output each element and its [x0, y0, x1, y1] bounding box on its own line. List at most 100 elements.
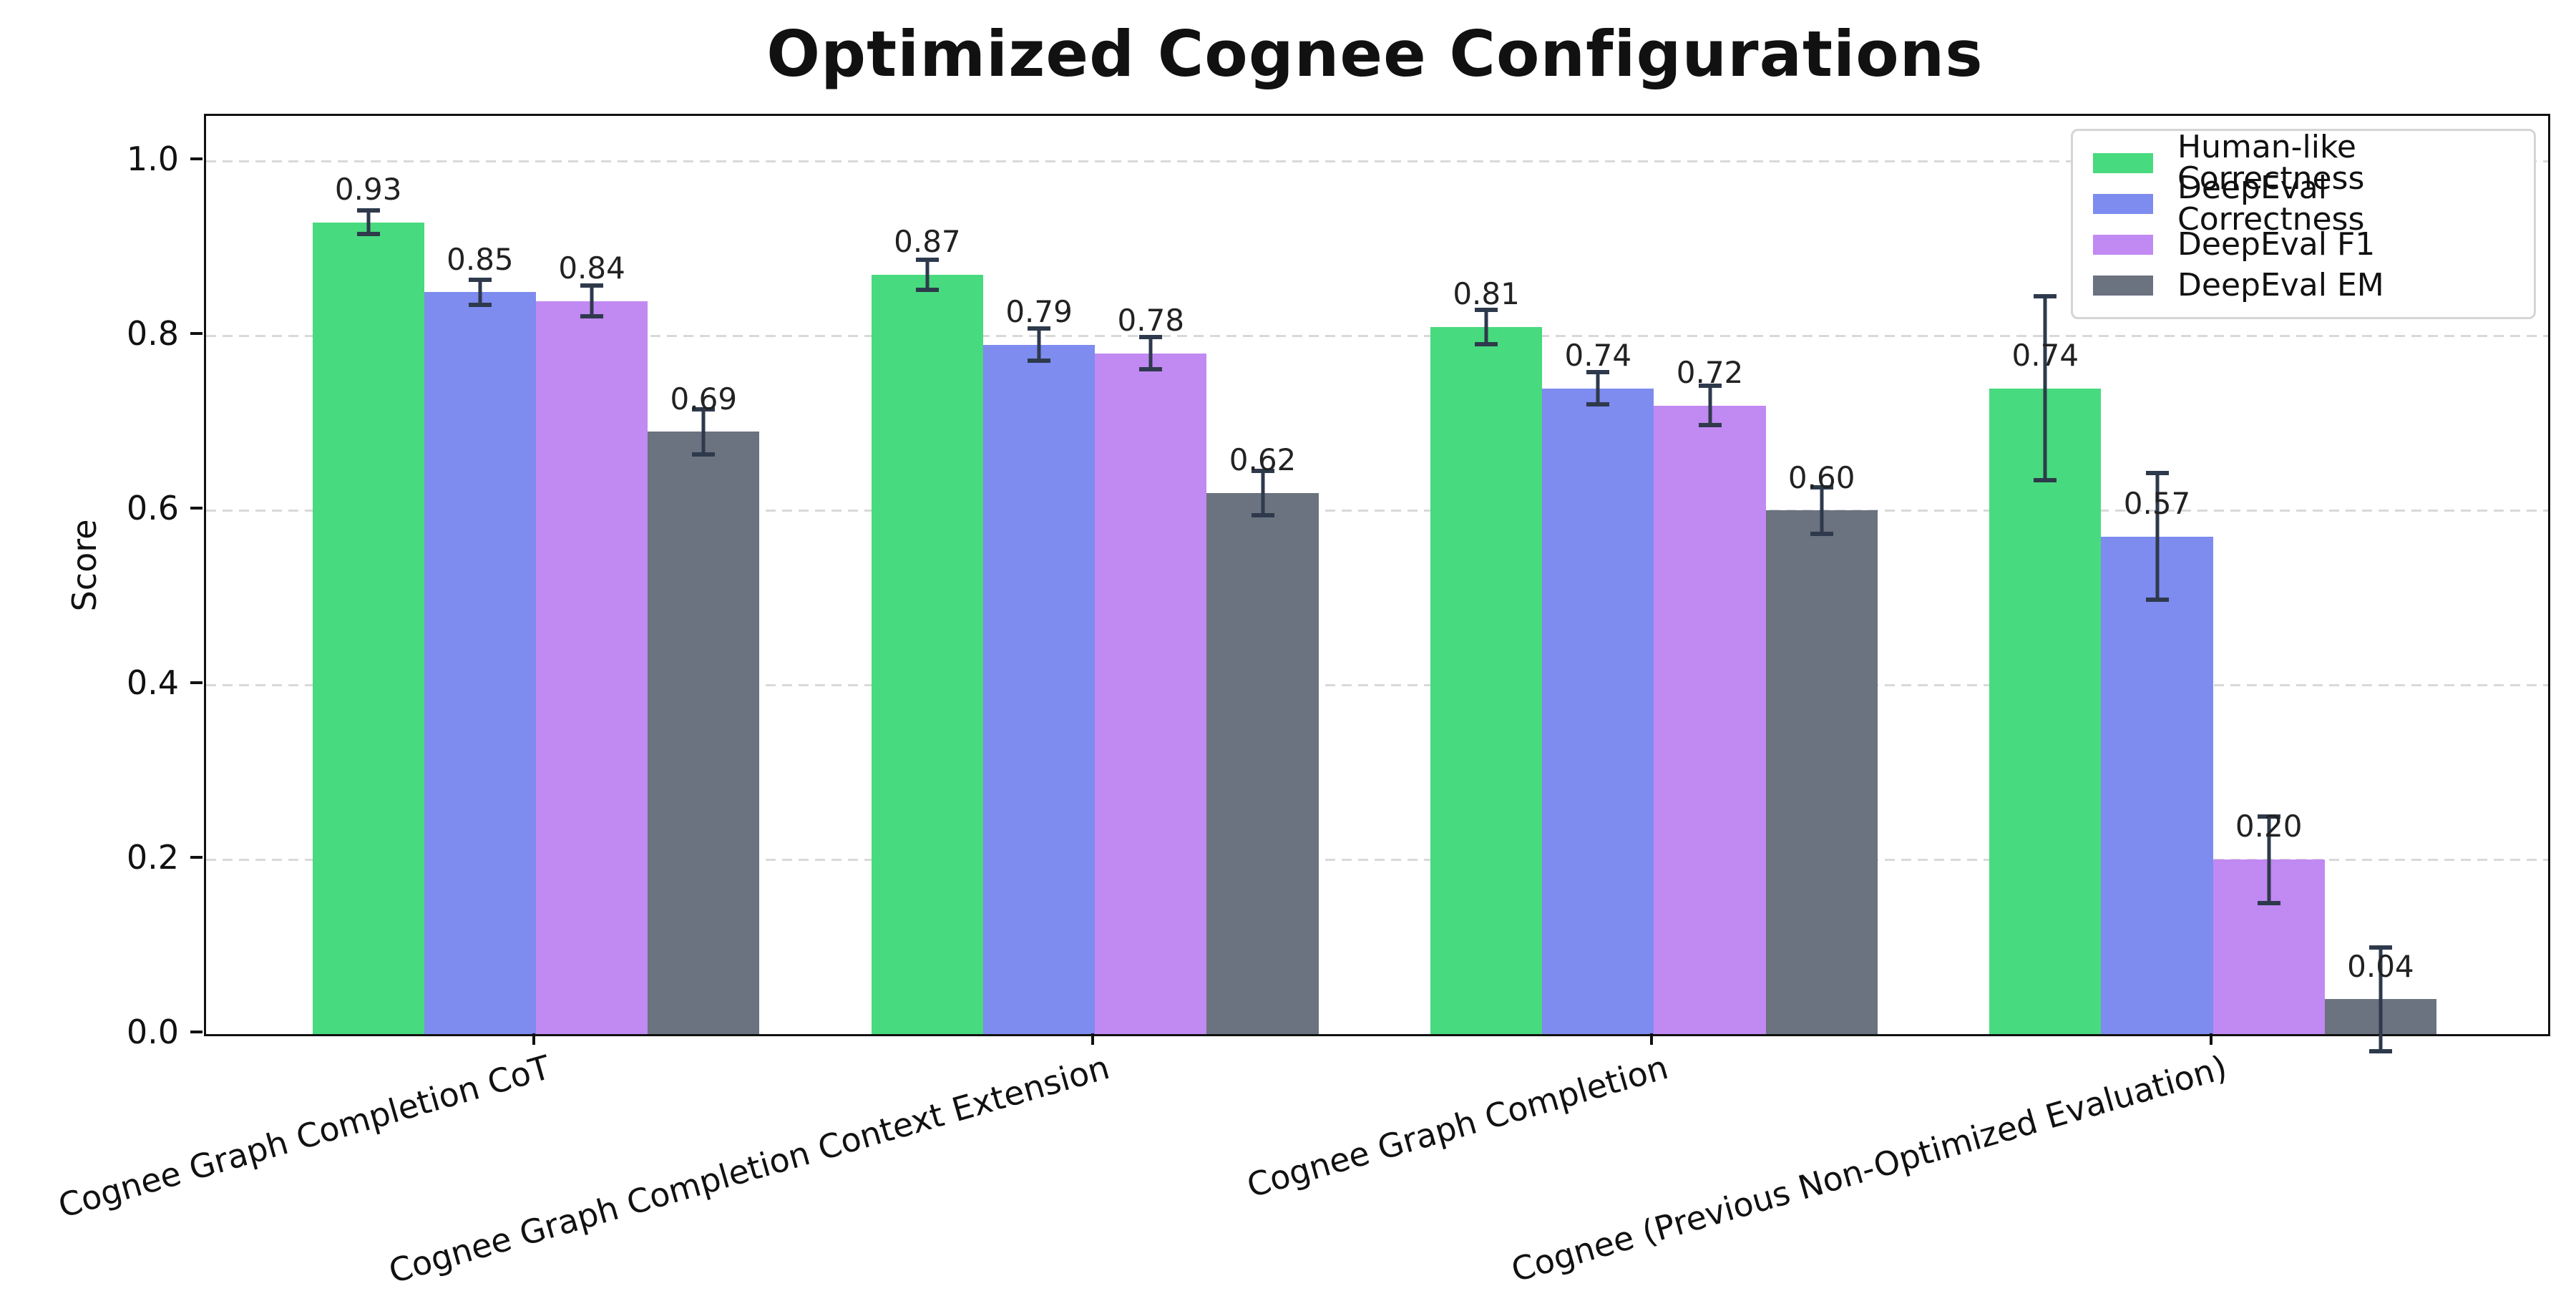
- legend-swatch: [2093, 234, 2153, 255]
- error-bar: [1698, 384, 1722, 428]
- legend-label: DeepEval Correctness: [2177, 169, 2365, 238]
- x-tick-mark: [1091, 1033, 1095, 1045]
- error-bar-cap-top: [2368, 945, 2392, 950]
- error-bar-line: [478, 277, 482, 308]
- error-bar: [468, 277, 492, 308]
- error-bar-line: [701, 407, 706, 457]
- error-bar-cap-bottom: [692, 452, 716, 457]
- error-bar-cap-top: [2145, 471, 2169, 476]
- legend-row: Human-like Correctness: [2093, 131, 2514, 194]
- bar: [648, 432, 760, 1034]
- error-bar: [2034, 293, 2057, 483]
- error-bar: [915, 257, 939, 293]
- bar: [2101, 536, 2213, 1034]
- error-bar-line: [2043, 293, 2047, 483]
- x-tick-mark: [1650, 1033, 1654, 1045]
- y-tick-label: 0.2: [126, 838, 179, 877]
- y-tick-mark: [190, 157, 203, 161]
- error-bar-line: [2267, 814, 2271, 905]
- y-tick-label: 0.6: [126, 489, 179, 528]
- bar-value-label: 0.57: [2123, 486, 2191, 522]
- error-bar-cap-bottom: [2034, 478, 2057, 483]
- error-bar-cap-bottom: [915, 288, 939, 293]
- error-bar-cap-bottom: [580, 313, 604, 318]
- error-bar-cap-top: [1028, 326, 1051, 331]
- error-bar: [2145, 471, 2169, 603]
- bar-value-label: 0.81: [1453, 276, 1520, 312]
- error-bar-cap-top: [2257, 814, 2280, 819]
- x-tick-label: Cognee Graph Completion: [1242, 1048, 1673, 1205]
- error-bar: [692, 407, 716, 457]
- bar: [871, 274, 983, 1034]
- legend-label: Human-like Correctness: [2177, 128, 2365, 197]
- x-tick-mark: [532, 1033, 535, 1045]
- error-bar-line: [925, 257, 930, 293]
- y-tick-mark: [190, 1031, 203, 1033]
- y-gridline: [206, 335, 2548, 338]
- chart-title: Optimized Cognee Configurations: [766, 17, 1984, 91]
- error-bar-cap-top: [468, 277, 492, 282]
- bar: [983, 344, 1096, 1034]
- error-bar-cap-top: [1139, 335, 1163, 340]
- bar-value-label: 0.84: [558, 250, 625, 286]
- error-bar-line: [2155, 471, 2159, 603]
- error-bar: [1810, 484, 1833, 536]
- error-bar: [1251, 468, 1274, 517]
- error-bar-cap-top: [1251, 468, 1274, 473]
- y-gridline: [206, 160, 2548, 163]
- error-bar-cap-top: [1586, 369, 1610, 374]
- error-bar: [1586, 369, 1610, 407]
- error-bar-cap-bottom: [1698, 423, 1722, 428]
- error-bar-cap-bottom: [2145, 598, 2169, 603]
- error-bar-cap-bottom: [1028, 359, 1051, 364]
- y-axis-title: Score: [65, 519, 104, 612]
- error-bar-cap-top: [1810, 484, 1833, 489]
- error-bar: [1028, 326, 1051, 364]
- bar: [1989, 388, 2102, 1034]
- error-bar-cap-bottom: [356, 232, 380, 237]
- error-bar-cap-bottom: [1139, 367, 1163, 372]
- x-tick-mark: [2209, 1033, 2212, 1045]
- legend-swatch: [2093, 152, 2153, 173]
- error-bar: [356, 208, 380, 237]
- error-bar-line: [1037, 326, 1041, 364]
- error-bar-cap-top: [1698, 384, 1722, 389]
- error-bar-line: [1820, 484, 1824, 536]
- error-bar: [2257, 814, 2280, 905]
- legend-label: DeepEval F1: [2177, 225, 2376, 263]
- bar: [424, 292, 536, 1034]
- bar-value-label: 0.04: [2347, 948, 2414, 984]
- bar: [1206, 492, 1319, 1034]
- x-tick-label: Cognee Graph Completion CoT: [54, 1048, 555, 1226]
- bar-value-label: 0.85: [447, 241, 514, 277]
- error-bar: [1139, 335, 1163, 372]
- bar: [312, 222, 424, 1034]
- error-bar-cap-top: [2034, 293, 2057, 298]
- bar-value-label: 0.72: [1676, 355, 1744, 391]
- error-bar-cap-top: [915, 257, 939, 262]
- bar-value-label: 0.60: [1787, 459, 1855, 495]
- y-tick-mark: [190, 332, 203, 336]
- plot-area: 0.93 0.85 0.84 0.69 0.87 0.79 0.78 0.62 0.81 0.74…: [204, 114, 2550, 1053]
- y-tick-mark: [190, 681, 203, 685]
- bar: [1654, 405, 1766, 1034]
- error-bar-cap-bottom: [1810, 531, 1833, 536]
- bar: [1765, 510, 1878, 1034]
- bar-value-label: 0.93: [334, 172, 402, 208]
- error-bar: [1475, 308, 1498, 346]
- bar: [1430, 327, 1543, 1034]
- bar-value-label: 0.62: [1229, 442, 1297, 478]
- error-bar-cap-bottom: [2257, 900, 2280, 905]
- error-bar-cap-bottom: [468, 303, 492, 308]
- bar-value-label: 0.20: [2235, 809, 2303, 844]
- legend-row: DeepEval EM: [2093, 265, 2514, 306]
- y-tick-mark: [190, 507, 203, 510]
- error-bar-line: [1708, 384, 1712, 428]
- error-bar-cap-bottom: [1475, 341, 1498, 346]
- legend-swatch: [2093, 193, 2153, 214]
- error-bar-cap-bottom: [1251, 513, 1274, 517]
- legend-label: DeepEval EM: [2177, 266, 2384, 303]
- error-bar-cap-top: [580, 283, 604, 288]
- y-gridline: [206, 510, 2548, 512]
